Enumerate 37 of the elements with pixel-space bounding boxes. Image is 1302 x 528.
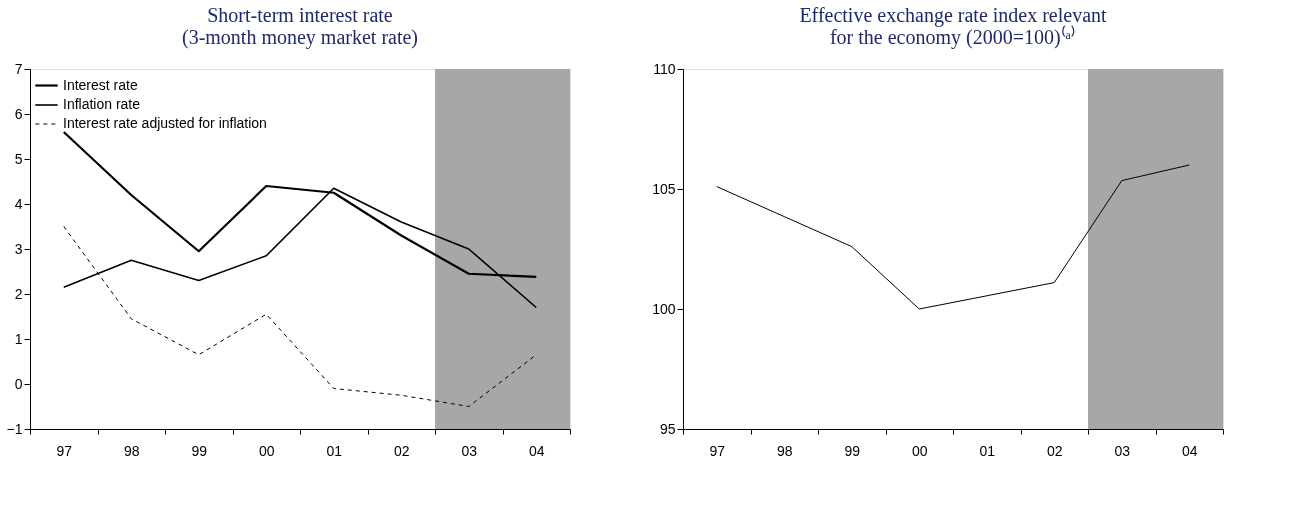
x-tick-label: 02 <box>393 442 410 459</box>
x-tick-label: 01 <box>326 442 343 459</box>
x-tick-label: 97 <box>709 442 726 459</box>
x-tick-label: 99 <box>191 442 208 459</box>
x-tick-label: 98 <box>123 442 140 459</box>
legend-label: Interest rate <box>63 76 138 93</box>
x-tick-label: 03 <box>461 442 478 459</box>
y-tick-label: 1 <box>14 330 23 347</box>
y-tick-label: 6 <box>14 105 23 122</box>
x-tick-label: 98 <box>776 442 793 459</box>
y-tick-label: −1 <box>6 420 23 437</box>
y-tick-label: 0 <box>14 375 23 392</box>
y-tick-label: 5 <box>14 150 23 167</box>
y-tick-label: 4 <box>14 195 23 212</box>
y-tick-label: 105 <box>652 180 676 197</box>
line-series <box>716 164 1190 310</box>
x-tick-label: 04 <box>1181 442 1198 459</box>
y-tick-label: 95 <box>659 420 676 437</box>
y-tick-label: 100 <box>652 300 676 317</box>
x-tick-label: 03 <box>1114 442 1131 459</box>
legend-label: Interest rate adjusted for inflation <box>63 115 267 131</box>
y-tick-label: 3 <box>14 240 23 257</box>
text: for the economy (2000=100)⁽ᵃ⁾ <box>829 26 1077 48</box>
x-tick-label: 00 <box>911 442 928 459</box>
x-tick-label: 02 <box>1046 442 1063 459</box>
x-tick-label: 00 <box>258 442 275 459</box>
text: (3-month money market rate) <box>181 26 419 48</box>
y-tick-label: 2 <box>14 285 23 302</box>
x-tick-label: 04 <box>528 442 545 459</box>
x-tick-label: 01 <box>979 442 996 459</box>
text: Effective exchange rate index relevant <box>799 4 1107 26</box>
text: Short-term interest rate <box>207 4 393 26</box>
y-tick-label: 7 <box>14 60 23 77</box>
legend-label: Inflation rate <box>63 96 141 112</box>
y-tick-label: 110 <box>653 60 676 77</box>
x-tick-label: 99 <box>844 442 861 459</box>
x-tick-label: 97 <box>56 442 73 459</box>
